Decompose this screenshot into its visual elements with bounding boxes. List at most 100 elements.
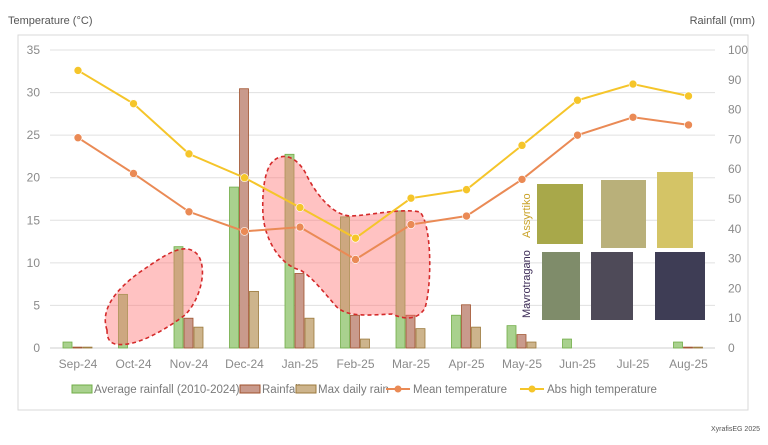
legend-marker [394,385,402,393]
bar-1 [516,334,527,349]
bar-2 [360,338,370,349]
right-tick-label: 50 [728,192,742,206]
bar-0 [451,314,461,349]
assyrtiko-photo-1 [537,184,583,244]
mavrotragano-photo-3 [655,252,705,320]
right-axis-title: Rainfall (mm) [690,15,755,27]
left-tick-label: 0 [33,341,40,355]
line-point [406,220,416,229]
right-tick-label: 10 [728,311,742,325]
bar-2 [415,328,426,349]
line-point [295,222,305,232]
line-point [462,185,471,194]
line-point [684,91,693,101]
line-point [240,227,249,236]
bar-0 [673,341,683,349]
credit: XyrafisEG 2025 [711,426,760,433]
right-tick-label: 90 [728,73,742,87]
x-tick-label: Sep-24 [59,357,98,371]
bar-1 [183,317,194,349]
right-tick-label: 70 [728,132,742,146]
line-point [129,169,138,178]
line-point [406,193,416,203]
left-tick-label: 30 [27,86,41,100]
bar-2 [304,317,315,349]
line-point [129,99,138,108]
line-point [628,79,638,89]
x-tick-label: Mar-25 [392,357,430,371]
x-tick-label: Apr-25 [448,357,484,371]
right-tick-label: 20 [728,281,742,295]
bar-1 [72,346,83,349]
line-point [517,141,527,150]
bar-2 [249,290,259,349]
legend-swatch [239,384,261,394]
line-point [73,66,83,75]
left-tick-label: 25 [27,128,41,142]
bar-2 [526,341,537,349]
right-tick-label: 30 [728,252,742,266]
line-point [184,149,194,159]
assyrtiko-photo-3 [657,172,693,248]
line-point [240,173,249,183]
left-tick-label: 35 [27,43,41,57]
bar-0 [229,186,239,349]
line-point [517,175,527,184]
mavrotragano-label: Mavrotragano [521,250,533,318]
bar-2 [82,346,93,349]
mavrotragano-photo-1 [542,252,580,320]
legend-label: Abs high temperature [547,384,657,396]
legend-marker [528,385,536,393]
x-tick-label: Dec-24 [225,357,264,371]
x-tick-label: Jan-25 [282,357,319,371]
mavrotragano-photo-2 [591,252,633,320]
bar-1 [461,304,471,349]
line-point [295,203,305,212]
bar-0 [62,341,73,349]
left-tick-label: 10 [27,256,41,270]
bar-0 [118,293,128,349]
bar-0 [395,210,406,349]
line-point [351,233,360,243]
right-tick-label: 80 [728,103,742,117]
legend-swatch [71,384,93,394]
legend-swatch [295,384,317,394]
bar-1 [350,314,360,349]
x-tick-label: Jul-25 [617,357,650,371]
bar-0 [284,153,295,349]
x-tick-label: Aug-25 [669,357,708,371]
legend-label: Mean temperature [413,384,507,396]
left-tick-label: 15 [27,213,41,227]
x-tick-label: Oct-24 [115,357,151,371]
line-point [573,130,582,140]
line-point [684,120,693,130]
right-tick-label: 100 [728,43,748,57]
bar-2 [193,326,204,349]
x-tick-label: May-25 [502,357,542,371]
bar-1 [239,88,249,349]
x-tick-label: Feb-25 [336,357,374,371]
assyrtiko-photo-2 [601,180,646,248]
line-point [73,133,83,142]
bar-0 [340,216,350,349]
line-point [628,112,638,122]
right-tick-label: 0 [728,341,735,355]
legend-label: Average rainfall (2010-2024) [94,384,240,396]
left-axis-title: Temperature (°C) [8,15,92,27]
assyrtiko-label: Assyrtiko [521,193,533,238]
left-tick-label: 5 [33,298,40,312]
right-tick-label: 40 [728,222,742,236]
bar-2 [693,346,703,349]
legend-label: Max daily rain [318,384,389,396]
x-tick-label: Jun-25 [559,357,596,371]
line-point [462,211,471,221]
highlight-region-autumn [104,248,204,346]
left-tick-label: 20 [27,171,41,185]
legend-label: Rainfall [262,384,300,396]
x-tick-label: Nov-24 [170,357,209,371]
grape-photos: Assyrtiko Mavrotragano [521,172,705,320]
bar-0 [506,325,517,349]
bar-2 [471,326,481,349]
